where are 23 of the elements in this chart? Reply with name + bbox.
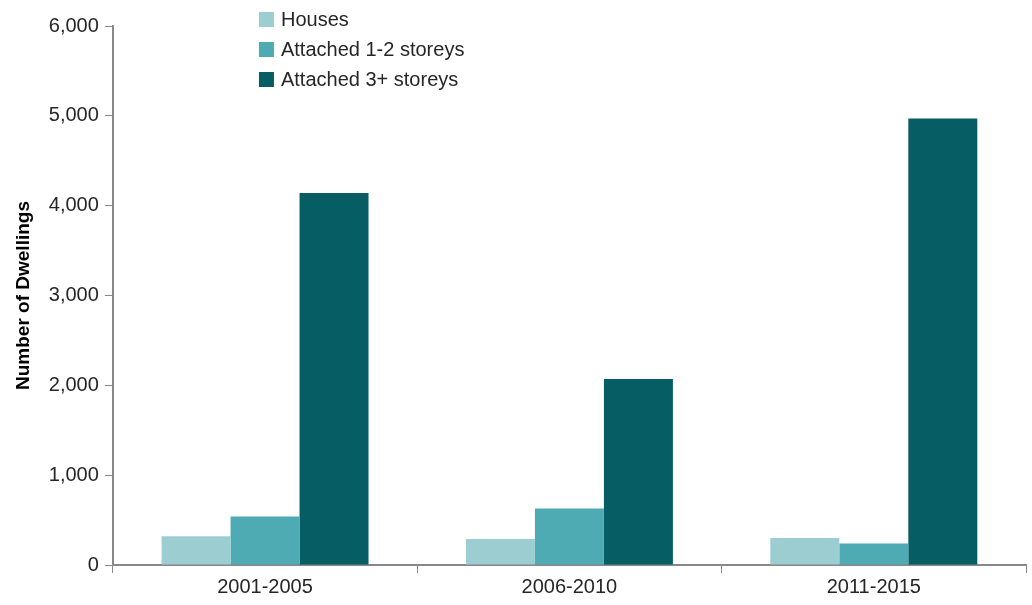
y-tick-label: 2,000 [48,372,99,395]
x-tick-label: 2001-2005 [217,574,313,597]
y-axis-title: Number of Dwellings [11,201,33,390]
bar [908,118,978,565]
bar [465,538,535,565]
x-tick-label: 2011-2015 [826,574,921,597]
legend-label: Houses [280,7,349,30]
legend-label: Attached 3+ storeys [280,67,459,90]
y-tick-label: 5,000 [48,103,99,126]
y-tick-label: 6,000 [48,13,99,36]
bar [839,543,909,565]
y-tick-label: 1,000 [48,462,99,485]
bar [603,379,673,565]
bar [299,193,369,565]
bar [161,536,231,565]
bar [230,516,300,565]
bar [770,538,840,565]
y-tick-label: 3,000 [48,283,99,306]
x-tick-label: 2006-2010 [521,574,618,597]
y-tick-label: 4,000 [48,193,99,216]
bar [534,508,604,565]
y-tick-label: 0 [87,552,99,575]
legend-label: Attached 1-2 storeys [280,37,465,60]
